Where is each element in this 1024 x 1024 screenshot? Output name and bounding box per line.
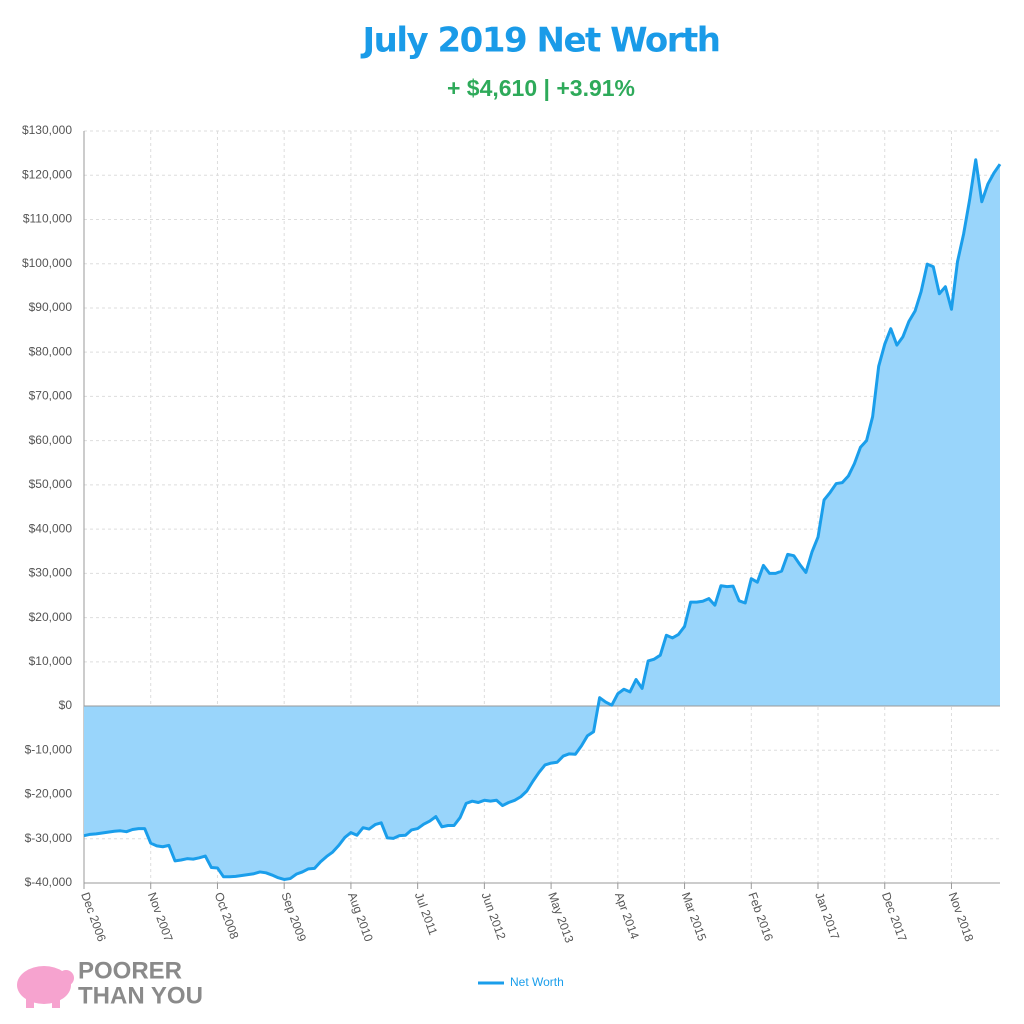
x-tick-label: Feb 2016 [745,890,776,943]
logo-text: THAN YOU [78,982,203,1009]
x-tick-label: May 2013 [545,890,576,945]
y-tick-label: $30,000 [29,566,73,580]
y-tick-label: $120,000 [22,167,72,181]
y-tick-label: $50,000 [29,477,73,491]
y-tick-label: $-20,000 [25,787,73,801]
x-tick-label: Mar 2015 [679,890,710,943]
y-tick-label: $20,000 [29,610,73,624]
y-tick-label: $130,000 [22,123,72,137]
y-tick-label: $90,000 [29,300,73,314]
chart-subtitle: + $4,610 | +3.91% [447,75,635,101]
x-tick-label: Apr 2014 [612,890,642,941]
chart-title: July 2019 Net Worth [361,21,720,61]
y-tick-label: $100,000 [22,256,72,270]
x-tick-label: Dec 2006 [78,890,109,943]
x-tick-label: Jul 2011 [412,890,440,937]
x-tick-label: Jun 2012 [479,890,509,941]
y-tick-label: $-40,000 [25,875,73,889]
legend-label: Net Worth [510,975,564,989]
x-tick-label: Sep 2009 [278,890,309,943]
y-tick-label: $60,000 [29,433,73,447]
line [83,158,1002,881]
x-tick-label: Nov 2018 [946,890,977,943]
logo-icon [17,966,74,1008]
y-tick-label: $70,000 [29,389,73,403]
y-tick-label: $40,000 [29,521,73,535]
x-tick-label: Dec 2017 [879,890,910,943]
y-tick-label: $-10,000 [25,742,73,756]
y-tick-label: $80,000 [29,344,73,358]
y-tick-label: $10,000 [29,654,73,668]
y-tick-label: $110,000 [23,212,72,226]
logo-text: POORER [78,957,182,984]
x-tick-label: Nov 2007 [145,890,176,943]
y-tick-label: $0 [59,698,73,712]
x-tick-label: Oct 2008 [212,890,242,941]
area [84,159,1000,880]
y-tick-label: $-30,000 [25,831,73,845]
x-tick-label: Aug 2010 [345,890,376,943]
x-tick-label: Jan 2017 [812,890,842,941]
